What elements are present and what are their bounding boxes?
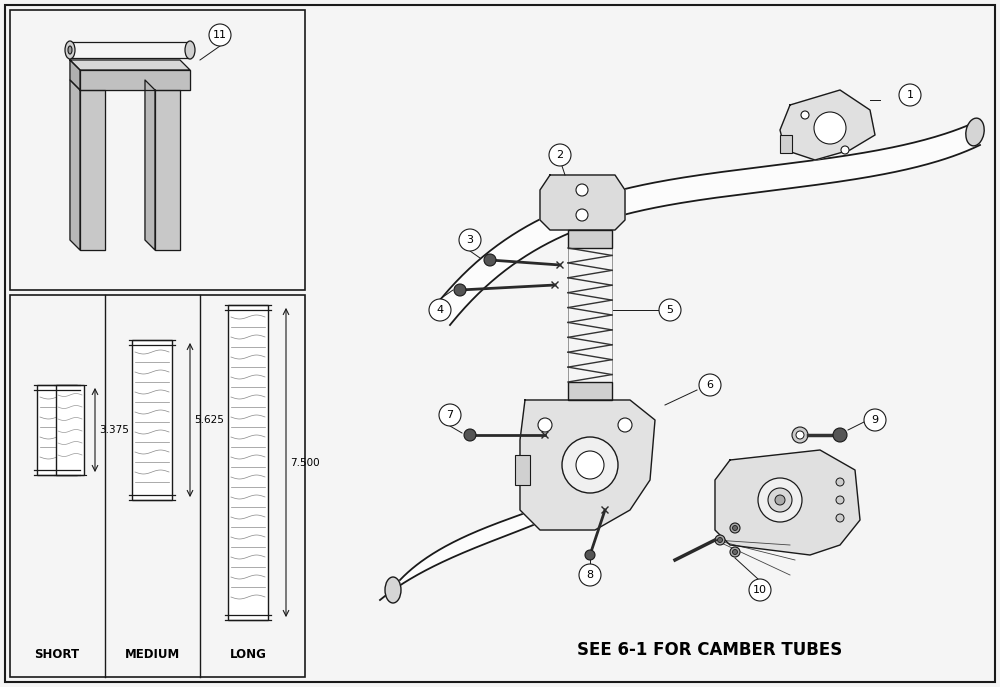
Circle shape <box>732 526 738 530</box>
Circle shape <box>730 547 740 557</box>
Circle shape <box>836 496 844 504</box>
Text: 3: 3 <box>467 235 474 245</box>
Polygon shape <box>80 90 105 250</box>
Circle shape <box>732 550 738 554</box>
Text: 7: 7 <box>446 410 454 420</box>
Bar <box>10 10 305 290</box>
Circle shape <box>899 84 921 106</box>
Circle shape <box>454 284 466 296</box>
Circle shape <box>749 579 771 601</box>
Circle shape <box>439 404 461 426</box>
Text: 5.625: 5.625 <box>194 415 224 425</box>
Text: 8: 8 <box>586 570 594 580</box>
Text: 5: 5 <box>666 305 674 315</box>
Bar <box>37 385 77 475</box>
Text: 2: 2 <box>556 150 564 160</box>
Bar <box>56 385 84 475</box>
Ellipse shape <box>966 118 984 146</box>
Text: LONG: LONG <box>230 649 266 662</box>
Circle shape <box>841 146 849 154</box>
Circle shape <box>484 254 496 266</box>
Ellipse shape <box>68 46 72 54</box>
Circle shape <box>814 112 846 144</box>
Text: SEE 6-1 FOR CAMBER TUBES: SEE 6-1 FOR CAMBER TUBES <box>577 641 843 659</box>
Polygon shape <box>80 70 190 90</box>
Polygon shape <box>155 90 180 250</box>
Circle shape <box>576 451 604 479</box>
Bar <box>228 305 268 620</box>
Bar <box>568 382 612 400</box>
Circle shape <box>801 111 809 119</box>
Polygon shape <box>520 400 655 530</box>
Circle shape <box>459 229 481 251</box>
Circle shape <box>579 564 601 586</box>
Polygon shape <box>715 450 860 555</box>
PathPatch shape <box>380 470 591 600</box>
Text: SHORT: SHORT <box>34 649 80 662</box>
Text: 10: 10 <box>753 585 767 595</box>
Circle shape <box>562 437 618 493</box>
Circle shape <box>836 478 844 486</box>
Circle shape <box>792 427 808 443</box>
Circle shape <box>549 144 571 166</box>
Polygon shape <box>145 80 155 250</box>
Circle shape <box>715 535 725 545</box>
Text: MEDIUM: MEDIUM <box>124 649 180 662</box>
Ellipse shape <box>385 577 401 603</box>
Polygon shape <box>70 60 80 90</box>
Bar <box>132 340 172 500</box>
Circle shape <box>209 24 231 46</box>
Polygon shape <box>70 80 80 250</box>
Circle shape <box>464 429 476 441</box>
Bar <box>780 135 792 153</box>
Ellipse shape <box>65 41 75 59</box>
Circle shape <box>659 299 681 321</box>
Text: 7.500: 7.500 <box>290 458 320 467</box>
Circle shape <box>576 184 588 196</box>
Circle shape <box>730 523 740 533</box>
Bar <box>515 455 530 485</box>
Circle shape <box>699 374 721 396</box>
PathPatch shape <box>440 120 980 325</box>
Text: 1: 1 <box>906 90 914 100</box>
Text: 4: 4 <box>436 305 444 315</box>
Circle shape <box>718 537 722 543</box>
Circle shape <box>758 478 802 522</box>
Ellipse shape <box>185 41 195 59</box>
Polygon shape <box>780 90 875 160</box>
Circle shape <box>864 409 886 431</box>
Bar <box>568 230 612 248</box>
Circle shape <box>836 514 844 522</box>
Circle shape <box>796 431 804 439</box>
Circle shape <box>429 299 451 321</box>
Circle shape <box>618 418 632 432</box>
Circle shape <box>768 488 792 512</box>
Circle shape <box>576 209 588 221</box>
Text: 3.375: 3.375 <box>99 425 129 435</box>
Text: 9: 9 <box>871 415 879 425</box>
Bar <box>10 295 305 677</box>
Polygon shape <box>540 175 625 230</box>
Polygon shape <box>70 60 190 70</box>
Circle shape <box>585 550 595 560</box>
Circle shape <box>775 495 785 505</box>
Circle shape <box>833 428 847 442</box>
Text: 6: 6 <box>706 380 714 390</box>
Circle shape <box>538 418 552 432</box>
Text: 11: 11 <box>213 30 227 40</box>
